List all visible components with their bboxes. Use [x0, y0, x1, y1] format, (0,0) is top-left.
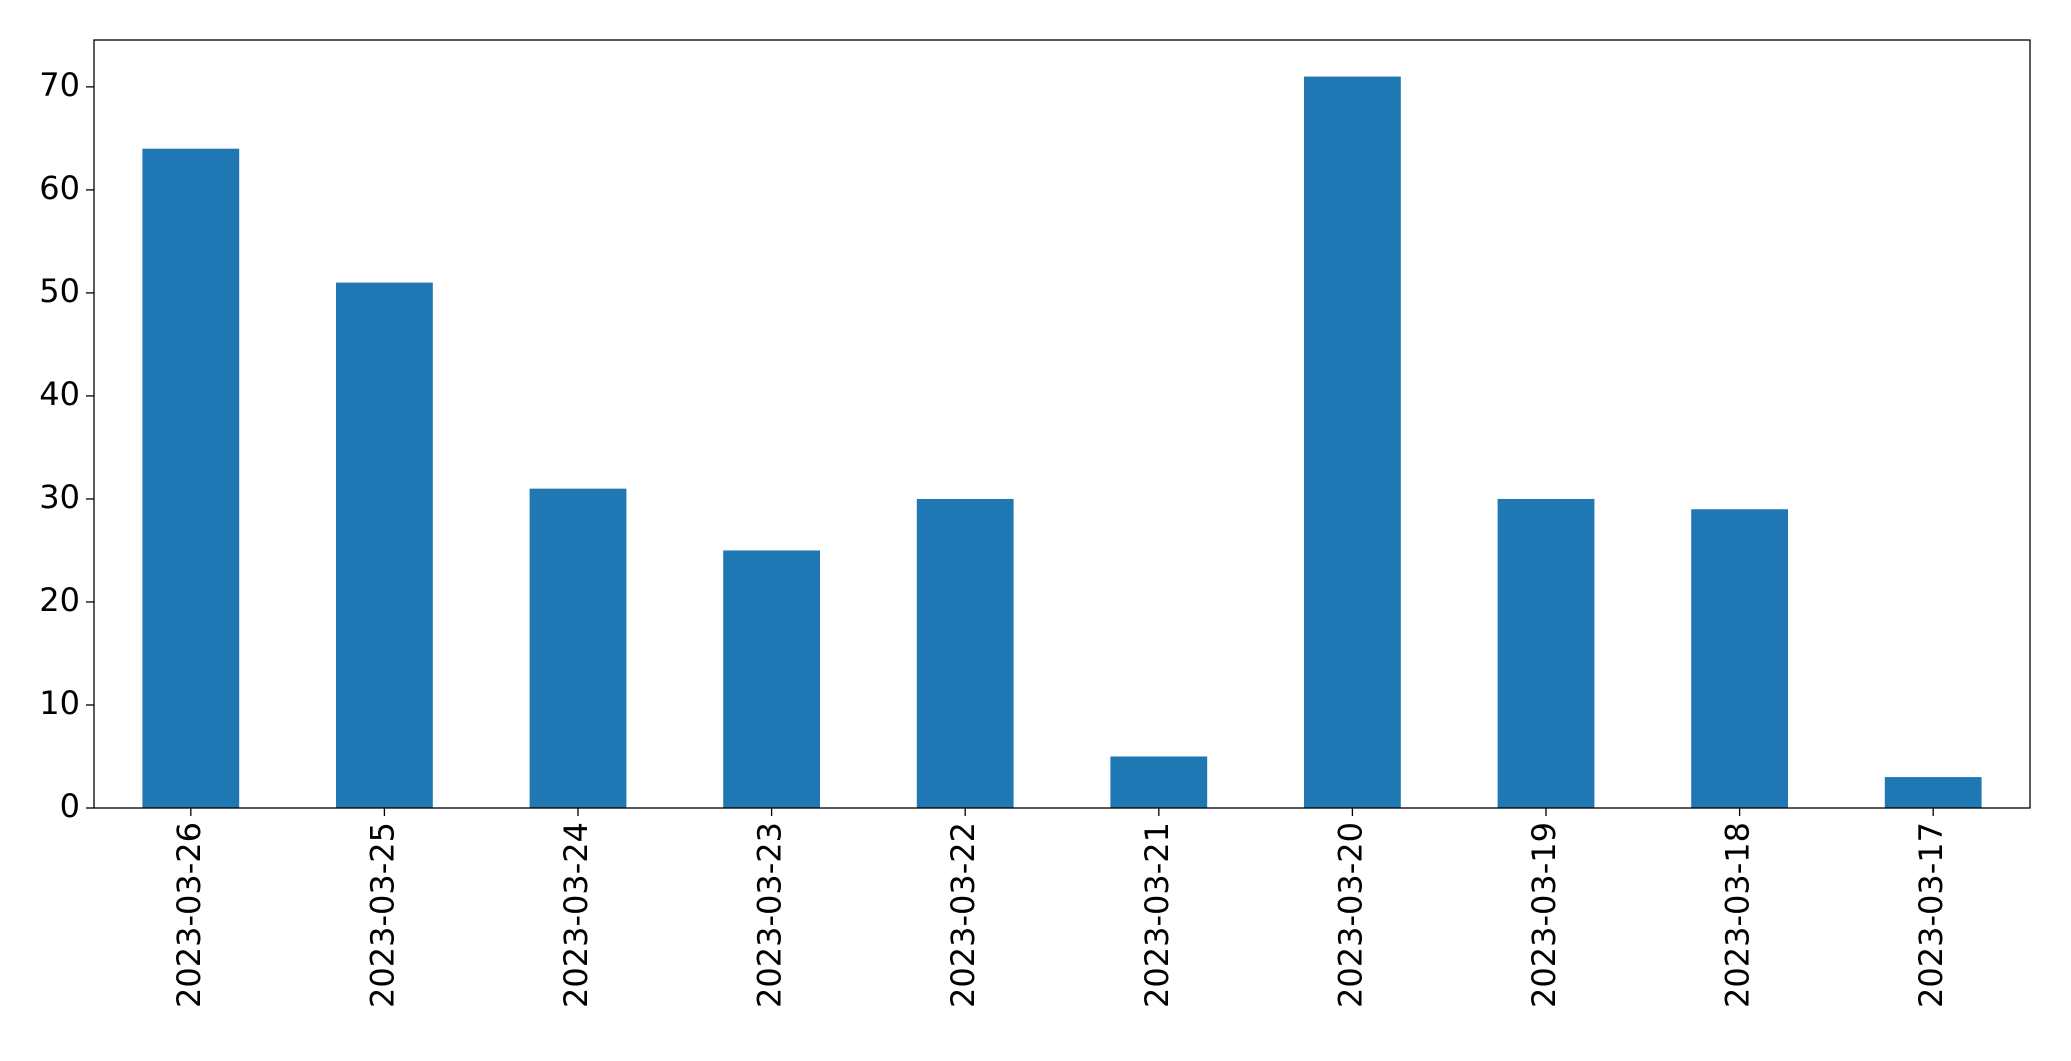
bar: [1691, 509, 1788, 808]
y-tick-label: 70: [39, 66, 80, 104]
y-tick-label: 50: [39, 272, 80, 310]
y-tick-label: 30: [39, 478, 80, 516]
y-tick-label: 10: [39, 684, 80, 722]
x-tick-label: 2023-03-24: [557, 822, 595, 1008]
x-tick-label: 2023-03-17: [1912, 822, 1950, 1008]
bar: [529, 488, 627, 808]
bar: [1304, 76, 1401, 809]
bar: [723, 550, 820, 808]
x-tick-label: 2023-03-23: [751, 822, 789, 1008]
y-tick-label: 0: [60, 787, 80, 825]
x-tick-label: 2023-03-20: [1331, 822, 1369, 1008]
axes-frame: [93, 39, 2031, 809]
bar: [1110, 756, 1208, 808]
x-tick-label: 2023-03-18: [1719, 822, 1757, 1008]
x-tick-label: 2023-03-26: [170, 822, 208, 1008]
x-tick-label: 2023-03-21: [1138, 822, 1176, 1008]
x-tick-label: 2023-03-22: [944, 822, 982, 1008]
y-tick-label: 20: [39, 581, 80, 619]
bar: [1884, 777, 1982, 808]
x-tick-label: 2023-03-19: [1525, 822, 1563, 1008]
bar: [916, 498, 1014, 808]
bar: [142, 148, 240, 809]
bar: [336, 282, 433, 808]
bar: [1497, 498, 1595, 808]
x-tick-label: 2023-03-25: [363, 822, 401, 1008]
y-tick-label: 40: [39, 375, 80, 413]
y-tick-label: 60: [39, 169, 80, 207]
